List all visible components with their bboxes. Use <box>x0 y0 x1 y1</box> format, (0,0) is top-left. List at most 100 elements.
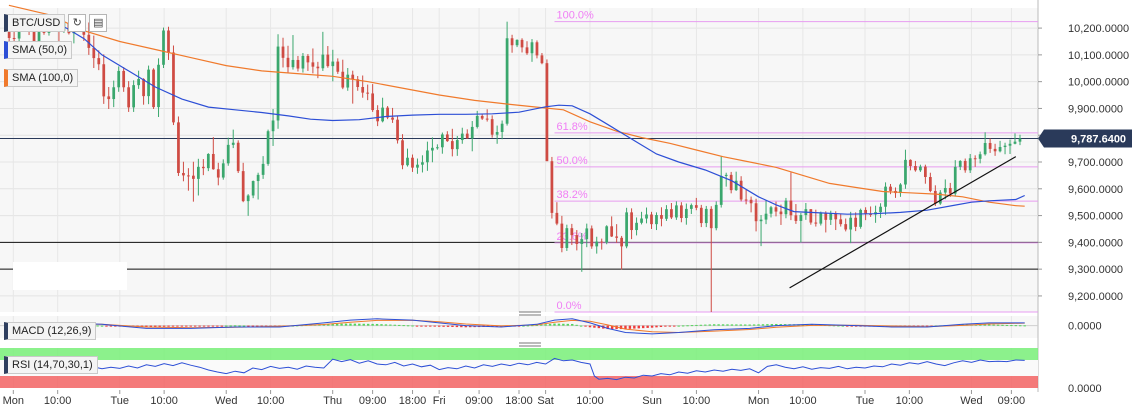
candle-body <box>819 212 823 224</box>
candle <box>1003 142 1007 155</box>
instrument-label[interactable]: BTC/USD <box>4 14 66 32</box>
sma100-legend[interactable]: SMA (100,0) <box>4 69 79 87</box>
rsi-label: RSI (14,70,30,1) <box>4 356 98 374</box>
candle-body <box>361 87 365 93</box>
candle-body <box>610 226 614 237</box>
candle-body <box>973 158 977 160</box>
candle <box>117 66 121 92</box>
candle <box>157 58 160 118</box>
candle <box>206 153 210 172</box>
candle <box>326 46 330 68</box>
candle <box>684 203 688 225</box>
macd-legend[interactable]: MACD (12,26,9) <box>4 322 97 340</box>
candle-body <box>689 205 693 209</box>
sma50-legend[interactable]: SMA (50,0) <box>4 41 73 59</box>
candle-body <box>226 144 230 164</box>
macd-histogram-bar <box>1010 325 1013 327</box>
time-tick-label: 10:00 <box>896 395 924 407</box>
macd-histogram-bar <box>548 323 552 326</box>
candle <box>704 205 708 228</box>
candle <box>978 151 982 164</box>
candle-body <box>699 207 703 224</box>
candle <box>899 183 902 197</box>
candle <box>406 148 409 167</box>
rsi-legend[interactable]: RSI (14,70,30,1) <box>4 356 98 374</box>
macd-histogram-bar <box>699 324 703 326</box>
candle <box>719 156 723 208</box>
candle-body <box>694 205 698 208</box>
macd-histogram-bar <box>402 325 405 327</box>
fib-level-label: 100.0% <box>556 10 594 22</box>
time-tick-label: Sat <box>537 395 554 407</box>
candle <box>605 225 609 245</box>
macd-histogram-bar <box>624 325 627 330</box>
candle <box>928 172 932 193</box>
candle <box>565 224 569 251</box>
refresh-icon[interactable]: ↻ <box>68 14 87 32</box>
time-tick-label: Wed <box>215 395 237 407</box>
macd-line <box>8 318 1025 335</box>
candle <box>714 201 718 231</box>
candle <box>859 208 863 229</box>
macd-histogram-bar <box>610 325 614 330</box>
candle-body <box>236 142 240 172</box>
candle-body <box>271 120 275 132</box>
macd-histogram-bar <box>176 325 179 327</box>
candle-body <box>440 134 444 148</box>
candle <box>819 211 823 226</box>
candle-body <box>256 174 260 182</box>
candle-body <box>844 224 848 230</box>
candle <box>371 84 375 112</box>
candle-body <box>595 241 599 247</box>
candle-body <box>37 26 41 43</box>
candle <box>973 155 977 167</box>
macd-histogram-bar <box>424 325 428 327</box>
price-tick-label: 9,400.0000 <box>1068 237 1123 249</box>
candle-body <box>719 175 723 205</box>
chart-type-icon[interactable]: ▤ <box>89 14 108 32</box>
candle-body <box>450 141 454 150</box>
panel-splitters[interactable] <box>519 311 541 347</box>
candle <box>167 26 170 60</box>
candle <box>142 78 145 105</box>
macd-histogram-bar <box>633 325 636 329</box>
candle <box>505 21 509 126</box>
candle <box>92 35 96 68</box>
candle-body <box>376 110 379 122</box>
candle <box>480 113 484 120</box>
candle <box>570 223 574 246</box>
macd-histogram-bar <box>837 325 840 327</box>
candle <box>694 197 698 211</box>
candle-body <box>167 30 170 53</box>
candle <box>769 205 773 218</box>
candle-body <box>615 236 619 238</box>
candle-body <box>485 118 489 120</box>
candle <box>510 34 514 53</box>
candle <box>620 235 623 270</box>
trendline[interactable] <box>789 156 1017 289</box>
candle <box>376 105 379 127</box>
candle <box>336 58 340 74</box>
candle <box>709 206 713 312</box>
time-tick-label: Mon <box>3 395 24 407</box>
rsi-line <box>8 357 1025 381</box>
candle-body <box>625 212 628 247</box>
candle-body <box>550 161 554 213</box>
macd-histogram-bar <box>242 325 246 327</box>
candle <box>401 134 404 170</box>
price-tick-label: 10,100.0000 <box>1068 50 1129 62</box>
candle-body <box>988 142 992 149</box>
macd-histogram-bar <box>650 325 654 328</box>
macd-histogram-bar <box>735 324 738 326</box>
candle-body <box>525 47 529 54</box>
candle <box>789 172 793 221</box>
time-tick-label: Sun <box>642 395 662 407</box>
candle-body <box>192 175 195 179</box>
macd-histogram-bar <box>384 324 388 326</box>
candle-body <box>460 133 464 141</box>
macd-histogram-bar <box>664 325 667 327</box>
candle <box>998 140 1002 153</box>
macd-histogram-bar <box>566 323 569 326</box>
candle-body <box>749 199 753 204</box>
macd-histogram-bar <box>588 325 592 328</box>
